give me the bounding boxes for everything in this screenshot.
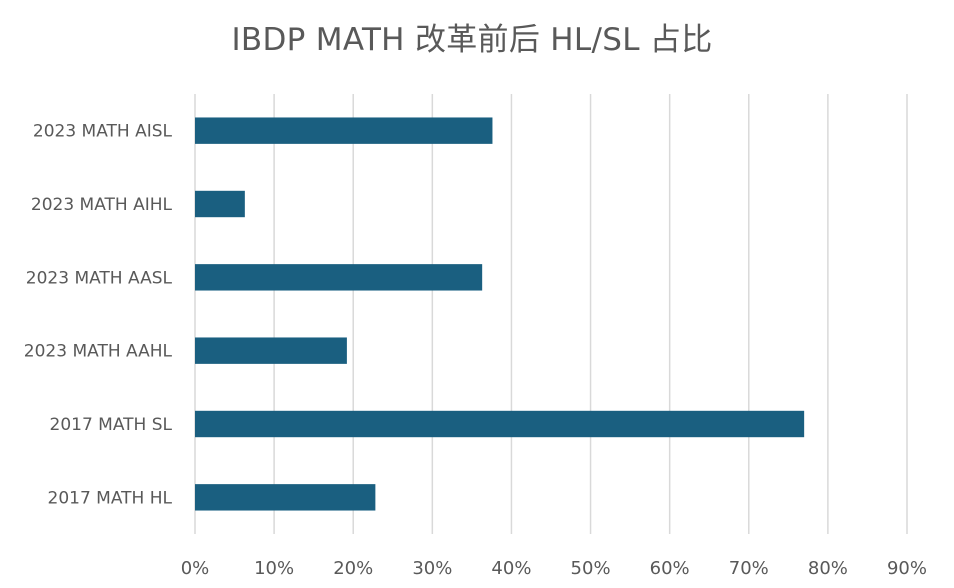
bar (195, 264, 483, 291)
x-tick-label: 20% (333, 558, 373, 579)
x-tick-label: 30% (412, 558, 452, 579)
x-tick-label: 90% (887, 558, 927, 579)
x-tick-label: 70% (729, 558, 769, 579)
x-tick-label: 60% (650, 558, 690, 579)
x-tick-label: 50% (571, 558, 611, 579)
x-tick-label: 10% (254, 558, 294, 579)
x-tick-label: 40% (491, 558, 531, 579)
x-tick-label: 0% (181, 558, 210, 579)
category-label: 2023 MATH AISL (33, 122, 173, 142)
category-label: 2023 MATH AASL (26, 268, 173, 288)
chart-title: IBDP MATH 改革前后 HL/SL 占比 (231, 22, 713, 58)
category-label: 2017 MATH SL (50, 415, 173, 435)
x-tick-label: 80% (808, 558, 848, 579)
bar (195, 117, 493, 144)
bar (195, 190, 245, 218)
bar (195, 484, 376, 511)
bar (195, 337, 347, 364)
bar (195, 410, 805, 438)
category-label: 2017 MATH HL (48, 488, 173, 508)
category-label: 2023 MATH AIHL (31, 195, 173, 215)
category-label: 2023 MATH AAHL (24, 342, 173, 362)
